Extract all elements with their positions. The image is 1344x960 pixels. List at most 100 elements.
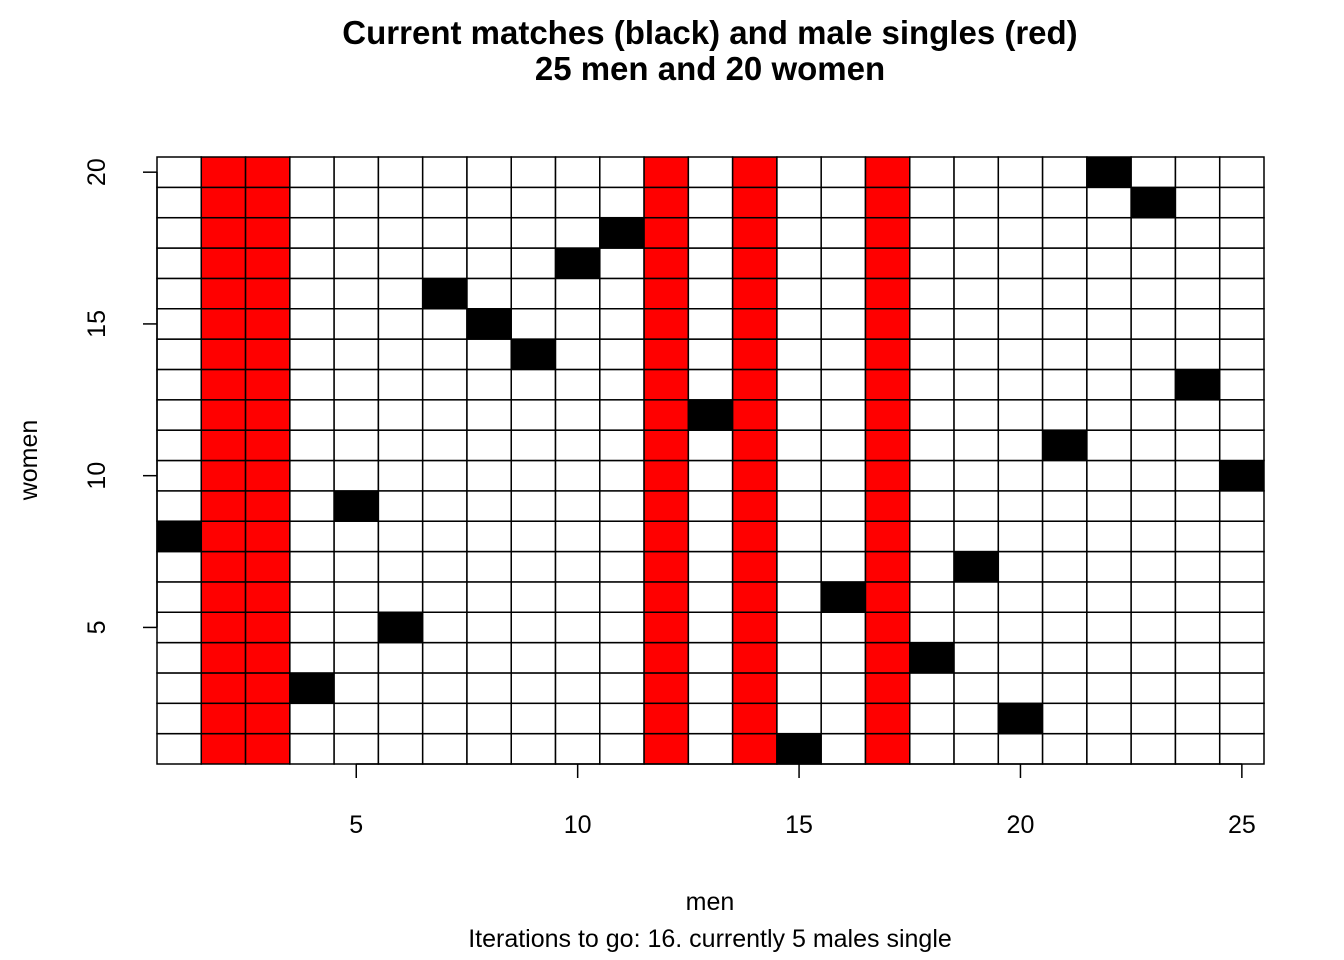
single-cell — [200, 186, 247, 219]
single-cell — [643, 732, 690, 765]
empty-cell — [289, 429, 335, 462]
single-cell — [643, 672, 690, 705]
y-tick-label: 20 — [83, 158, 111, 186]
empty-cell — [289, 611, 335, 644]
empty-cell — [1086, 520, 1132, 553]
empty-cell — [1174, 520, 1221, 553]
empty-cell — [776, 672, 822, 705]
empty-cell — [776, 156, 822, 189]
empty-cell — [1086, 702, 1132, 735]
empty-cell — [953, 216, 1000, 249]
single-cell — [244, 732, 291, 765]
empty-cell — [776, 399, 822, 431]
empty-cell — [377, 581, 424, 614]
empty-cell — [687, 186, 734, 219]
single-cell — [200, 550, 247, 583]
empty-cell — [997, 368, 1044, 401]
empty-cell — [554, 277, 601, 310]
empty-cell — [909, 186, 955, 219]
empty-cell — [687, 216, 734, 249]
empty-cell — [820, 490, 867, 522]
empty-cell — [421, 216, 468, 249]
single-cell — [643, 581, 690, 614]
empty-cell — [687, 308, 734, 340]
empty-cell — [466, 732, 512, 765]
empty-cell — [997, 399, 1044, 431]
empty-cell — [421, 732, 468, 765]
empty-cell — [599, 399, 645, 431]
empty-cell — [377, 459, 424, 492]
single-cell — [244, 641, 291, 674]
empty-cell — [421, 368, 468, 401]
empty-cell — [997, 247, 1044, 280]
empty-cell — [687, 520, 734, 553]
empty-cell — [510, 247, 557, 280]
empty-cell — [377, 216, 424, 249]
empty-cell — [599, 702, 645, 735]
empty-cell — [289, 732, 335, 765]
single-cell — [643, 247, 690, 280]
empty-cell — [421, 520, 468, 553]
match-cell — [997, 702, 1044, 735]
single-cell — [731, 520, 778, 553]
empty-cell — [997, 550, 1044, 583]
empty-cell — [1218, 550, 1265, 583]
empty-cell — [377, 277, 424, 310]
empty-cell — [1218, 368, 1265, 401]
empty-cell — [1218, 520, 1265, 553]
empty-cell — [1130, 550, 1177, 583]
empty-cell — [377, 338, 424, 371]
empty-cell — [333, 156, 380, 189]
empty-cell — [687, 490, 734, 522]
empty-cell — [1218, 156, 1265, 189]
empty-cell — [909, 672, 955, 705]
empty-cell — [156, 308, 203, 340]
single-cell — [731, 399, 778, 431]
single-cell — [200, 216, 247, 249]
single-cell — [643, 308, 690, 340]
empty-cell — [1086, 490, 1132, 522]
single-cell — [200, 732, 247, 765]
empty-cell — [510, 308, 557, 340]
empty-cell — [1130, 581, 1177, 614]
empty-cell — [466, 156, 512, 189]
match-cell — [1174, 368, 1221, 401]
empty-cell — [466, 672, 512, 705]
single-cell — [731, 672, 778, 705]
empty-cell — [377, 247, 424, 280]
empty-cell — [554, 611, 601, 644]
empty-cell — [510, 641, 557, 674]
empty-cell — [466, 247, 512, 280]
empty-cell — [554, 581, 601, 614]
single-cell — [200, 520, 247, 553]
single-cell — [200, 247, 247, 280]
single-cell — [244, 186, 291, 219]
empty-cell — [1086, 581, 1132, 614]
empty-cell — [953, 277, 1000, 310]
empty-cell — [909, 732, 955, 765]
single-cell — [244, 459, 291, 492]
empty-cell — [820, 641, 867, 674]
empty-cell — [820, 216, 867, 249]
empty-cell — [953, 611, 1000, 644]
empty-cell — [510, 490, 557, 522]
empty-cell — [997, 156, 1044, 189]
single-cell — [731, 490, 778, 522]
empty-cell — [510, 186, 557, 219]
empty-cell — [466, 277, 512, 310]
empty-cell — [1218, 399, 1265, 431]
empty-cell — [1174, 672, 1221, 705]
empty-cell — [599, 490, 645, 522]
empty-cell — [1174, 641, 1221, 674]
single-cell — [864, 490, 911, 522]
empty-cell — [466, 581, 512, 614]
empty-cell — [776, 611, 822, 644]
empty-cell — [554, 216, 601, 249]
empty-cell — [776, 216, 822, 249]
empty-cell — [599, 429, 645, 462]
single-cell — [244, 490, 291, 522]
empty-cell — [909, 490, 955, 522]
single-cell — [731, 732, 778, 765]
empty-cell — [289, 186, 335, 219]
single-cell — [864, 520, 911, 553]
